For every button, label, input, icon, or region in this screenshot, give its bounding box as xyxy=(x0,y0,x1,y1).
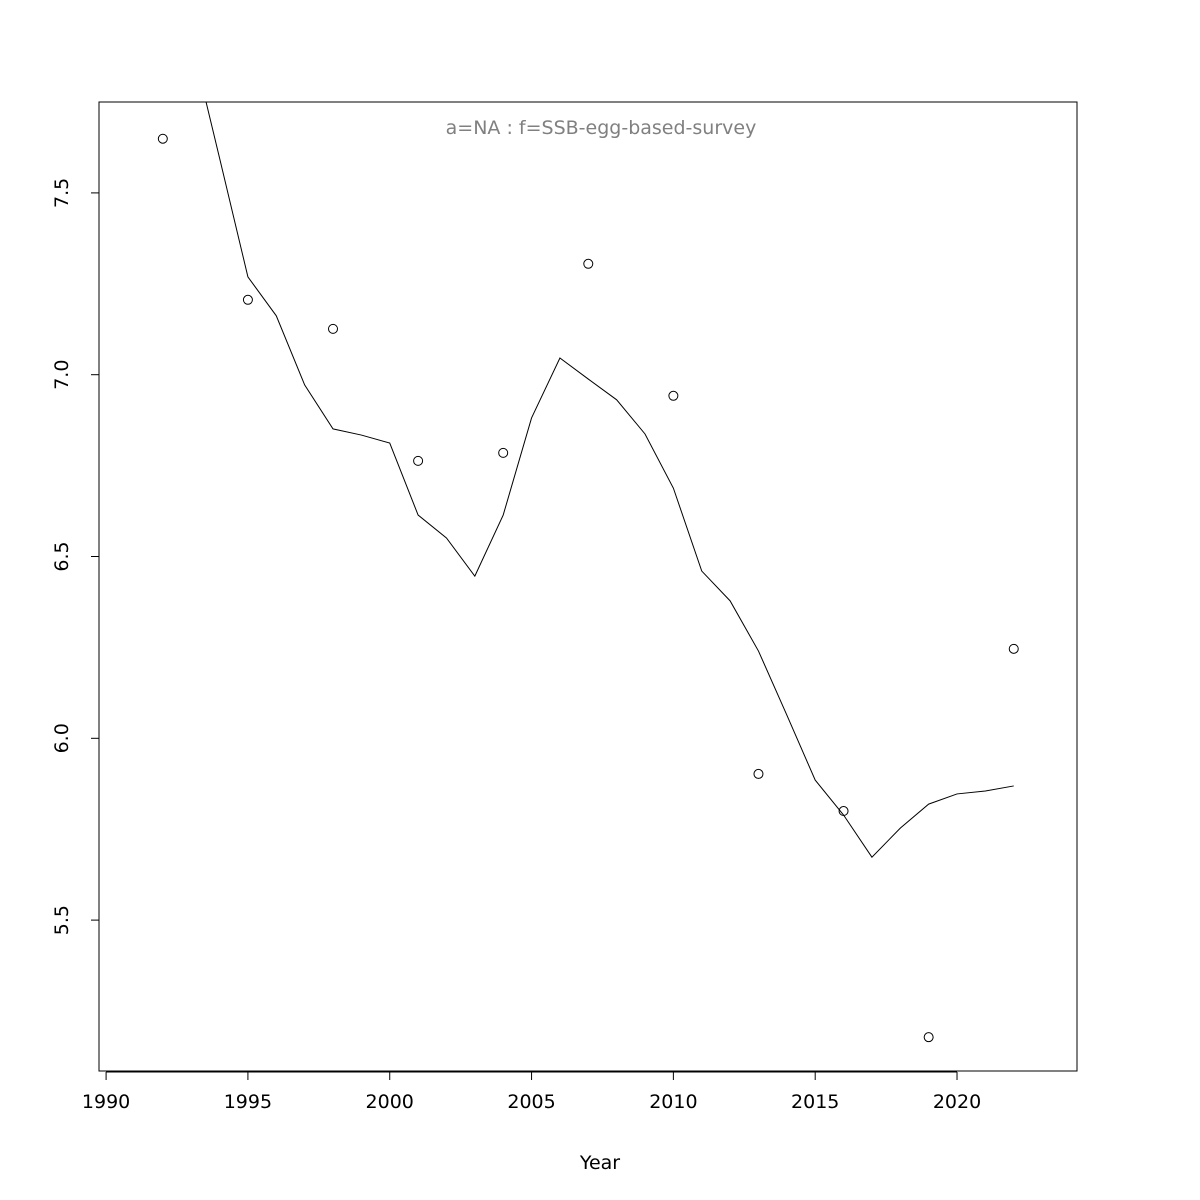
data-point xyxy=(1008,643,1019,654)
y-tick-label: 7.0 xyxy=(51,360,73,390)
plot-area xyxy=(157,102,1019,1043)
data-line xyxy=(205,102,1014,858)
x-axis-label: Year xyxy=(579,1152,620,1174)
data-point xyxy=(328,323,339,334)
data-point xyxy=(838,806,849,817)
y-tick-label: 5.5 xyxy=(51,905,73,935)
y-tick-label: 6.5 xyxy=(51,541,73,571)
chart-title: a=NA : f=SSB-egg-based-survey xyxy=(446,117,757,139)
y-tick-label: 7.5 xyxy=(51,178,73,208)
data-point xyxy=(413,455,424,466)
x-tick-label: 2015 xyxy=(791,1091,839,1113)
x-tick-label: 2005 xyxy=(507,1091,555,1113)
data-point xyxy=(157,133,168,144)
data-point xyxy=(242,294,253,305)
x-tick-label: 1990 xyxy=(82,1091,130,1113)
x-tick-label: 2020 xyxy=(933,1091,981,1113)
x-tick-label: 2000 xyxy=(366,1091,414,1113)
data-point xyxy=(668,390,679,401)
x-tick-label: 2010 xyxy=(649,1091,697,1113)
data-point xyxy=(498,447,509,458)
plot-box xyxy=(98,101,1078,1072)
y-tick-label: 6.0 xyxy=(51,723,73,753)
x-tick-label: 1995 xyxy=(224,1091,272,1113)
data-point xyxy=(923,1032,934,1043)
data-point xyxy=(753,768,764,779)
data-point xyxy=(583,258,594,269)
